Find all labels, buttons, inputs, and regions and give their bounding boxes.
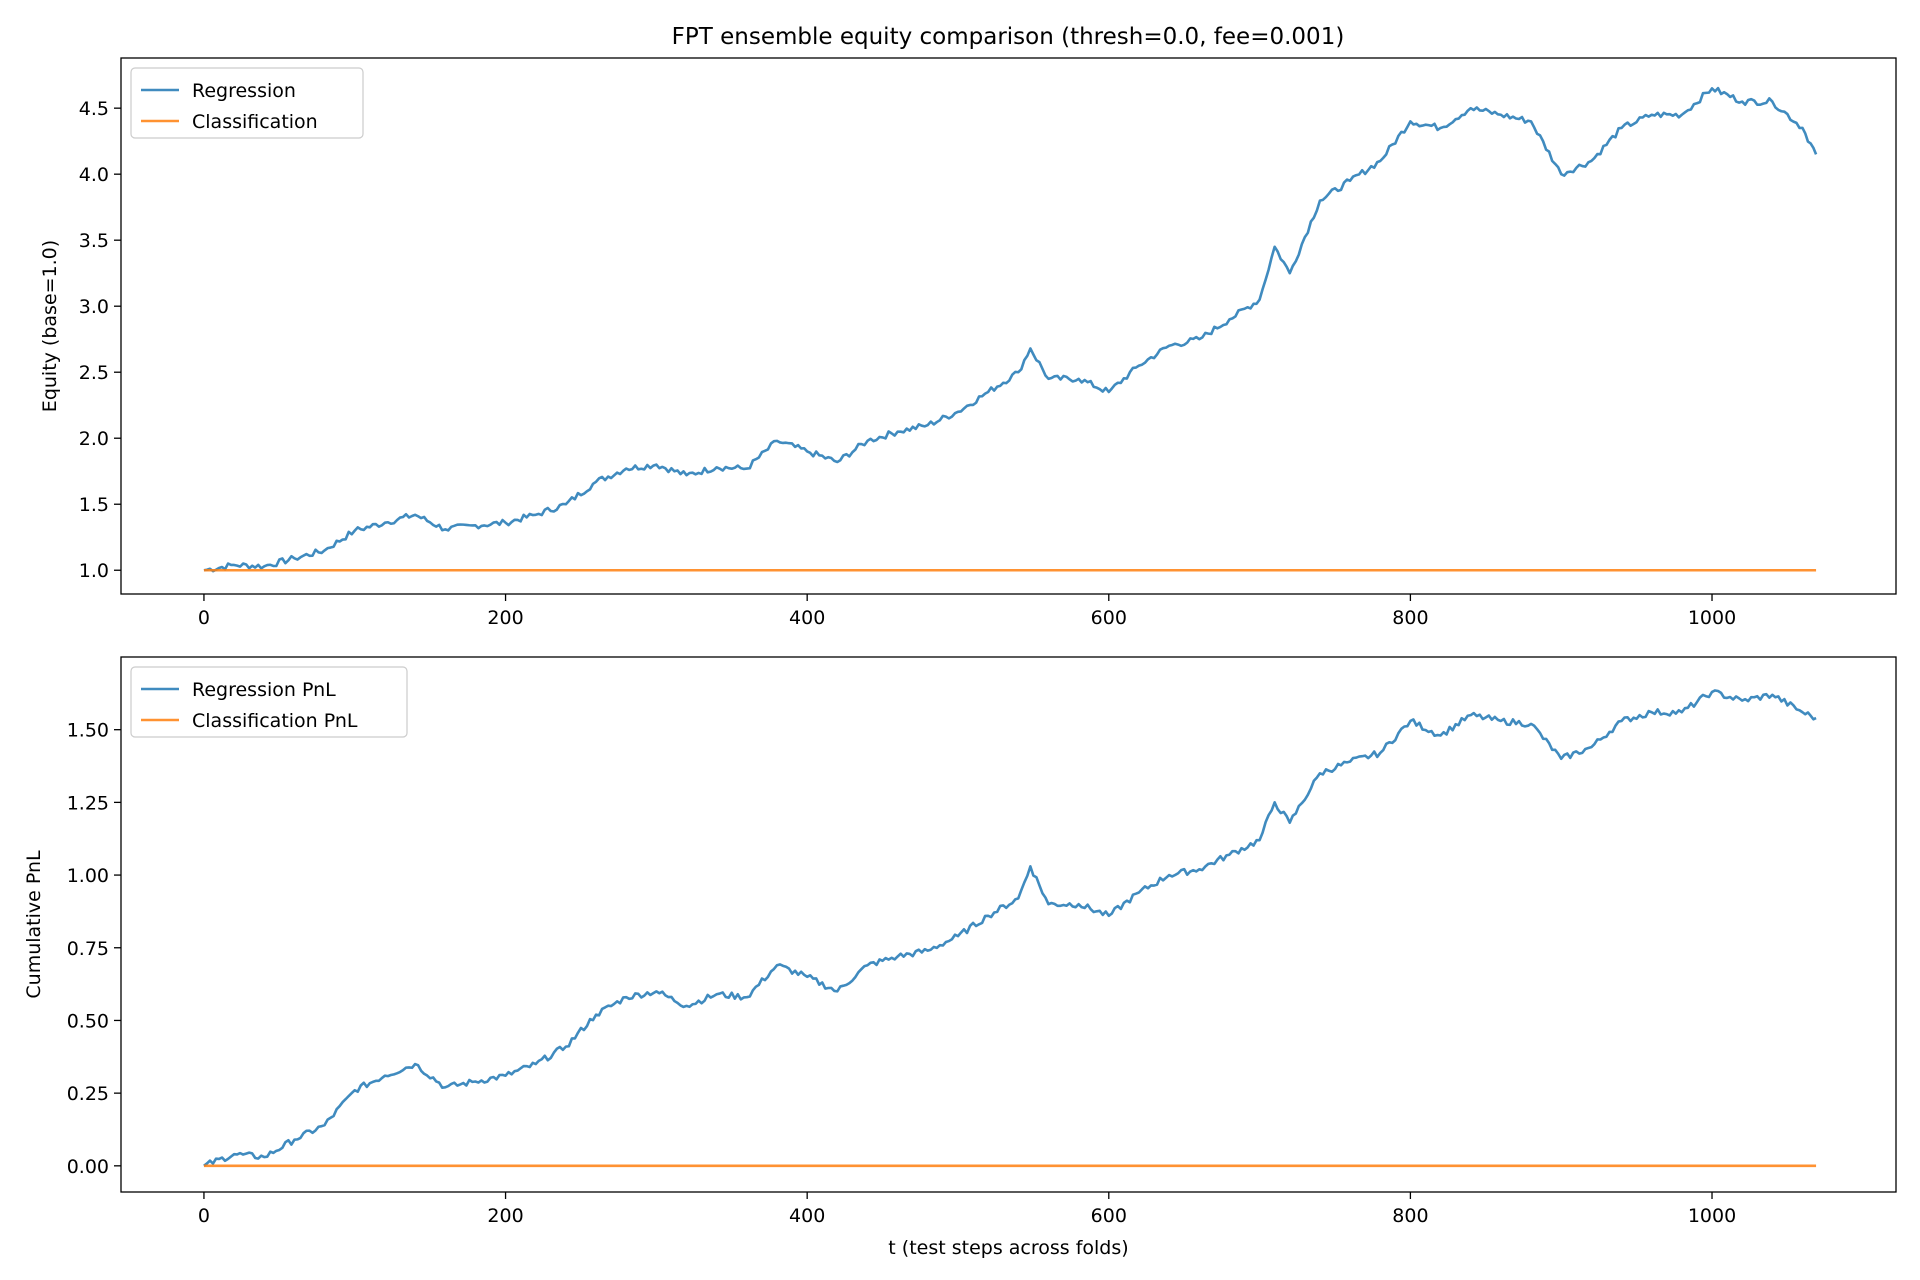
y-tick-label: 0.75 xyxy=(67,938,109,960)
y-tick-label: 3.0 xyxy=(79,296,109,318)
x-tick-label: 800 xyxy=(1392,1205,1428,1227)
legend: Regression PnL Classification PnL xyxy=(130,666,408,738)
legend-box xyxy=(130,67,364,139)
x-tick-label: 1000 xyxy=(1688,1205,1736,1227)
x-tick-label: 200 xyxy=(487,607,523,629)
legend-box xyxy=(130,666,408,738)
chart-title: FPT ensemble equity comparison (thresh=0… xyxy=(672,24,1345,50)
y-axis-label: Cumulative PnL xyxy=(23,850,45,999)
y-tick-label: 1.50 xyxy=(67,720,109,742)
y-tick-label: 1.00 xyxy=(67,865,109,887)
y-tick-label: 2.5 xyxy=(79,362,109,384)
legend-entry: Regression PnL xyxy=(192,679,336,701)
x-tick-label: 800 xyxy=(1392,607,1428,629)
plot-frame xyxy=(120,656,1897,1193)
x-tick-label: 1000 xyxy=(1688,607,1736,629)
x-tick-label: 0 xyxy=(198,607,210,629)
y-tick-label: 1.0 xyxy=(79,560,109,582)
plot-frame xyxy=(120,57,1897,595)
y-tick-label: 3.5 xyxy=(79,230,109,252)
x-tick-label: 0 xyxy=(198,1205,210,1227)
y-tick-label: 0.00 xyxy=(67,1156,109,1178)
y-tick-label: 4.5 xyxy=(79,98,109,120)
y-tick-label: 1.25 xyxy=(67,792,109,814)
x-tick-label: 600 xyxy=(1091,1205,1127,1227)
y-tick-label: 1.5 xyxy=(79,494,109,516)
legend-entry: Regression xyxy=(192,80,296,102)
equity-panel: 0 200 400 600 800 1000 1.0 1.5 2.0 2.5 3.0 3.5 4.0 4.… xyxy=(39,57,1897,629)
y-tick-label: 4.0 xyxy=(79,164,109,186)
legend-entry: Classification PnL xyxy=(192,710,358,732)
legend: Regression Classification xyxy=(130,67,364,139)
x-tick-label: 400 xyxy=(789,1205,825,1227)
x-tick-label: 400 xyxy=(789,607,825,629)
series-line-regression-pnl xyxy=(203,689,1817,1167)
y-tick-label: 0.25 xyxy=(67,1083,109,1105)
y-axis-label: Equity (base=1.0) xyxy=(39,240,61,412)
y-tick-label: 2.0 xyxy=(79,428,109,450)
x-axis-label: t (test steps across folds) xyxy=(888,1237,1128,1259)
legend-entry: Classification xyxy=(192,111,318,133)
pnl-panel: 0 200 400 600 800 1000 0.00 0.25 0.50 0.75 1.00 1.2… xyxy=(23,656,1897,1259)
series-line-regression xyxy=(203,86,1818,573)
y-tick-label: 0.50 xyxy=(67,1010,109,1032)
x-tick-label: 600 xyxy=(1091,607,1127,629)
x-tick-label: 200 xyxy=(487,1205,523,1227)
